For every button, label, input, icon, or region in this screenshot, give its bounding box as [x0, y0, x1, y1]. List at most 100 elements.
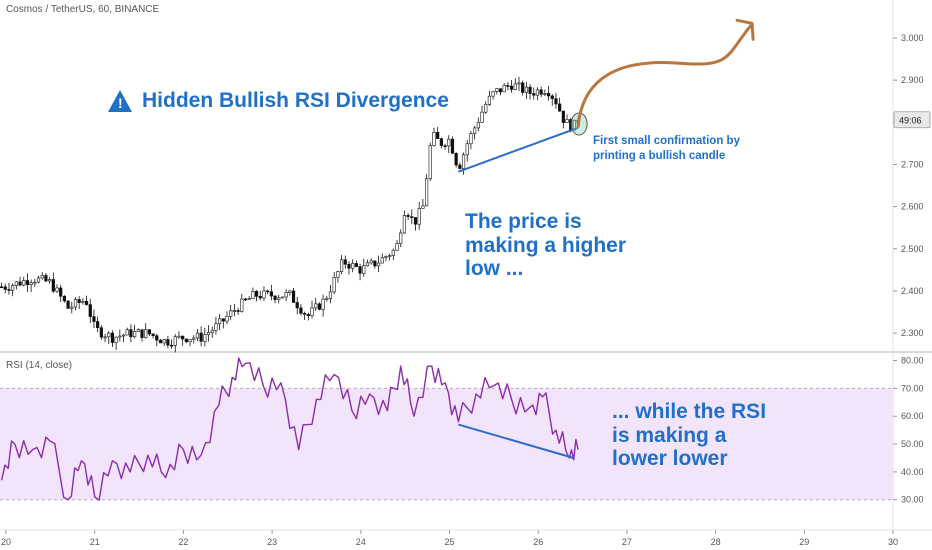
candle-body — [155, 335, 159, 341]
candle-body — [428, 145, 432, 180]
candle-body — [140, 329, 144, 338]
candle-body — [277, 297, 281, 300]
candle-body — [321, 298, 325, 310]
candle-body — [99, 327, 103, 338]
time-tick-label: 30 — [888, 537, 898, 547]
candle-body — [299, 307, 303, 314]
candle-body — [84, 301, 89, 305]
candle-body — [399, 232, 403, 244]
rsi-tick-label: 60.00 — [901, 411, 924, 421]
candle-body — [147, 329, 151, 335]
price-tick-label: 3.000 — [901, 33, 924, 43]
candle-body — [11, 285, 15, 291]
rsi-tick-label: 30.00 — [901, 495, 924, 505]
candle-body — [461, 154, 466, 169]
candle-body — [240, 298, 244, 312]
candle-body — [410, 216, 414, 218]
candle-body — [369, 260, 373, 264]
candle-body — [454, 153, 458, 166]
candle-body — [484, 104, 488, 113]
candle-body — [291, 290, 296, 303]
candle-body — [14, 281, 18, 286]
candle-body — [521, 82, 525, 93]
candle-body — [328, 291, 333, 299]
candle-body — [373, 260, 377, 267]
candle-body — [70, 306, 74, 309]
candle-body — [136, 329, 140, 332]
candle-body — [432, 132, 436, 146]
candle-body — [362, 265, 366, 274]
candle-body — [158, 339, 163, 344]
candle-body — [332, 277, 336, 293]
candle-body — [62, 295, 66, 302]
candle-body — [133, 331, 137, 338]
candle-body — [269, 291, 273, 297]
time-tick-label: 22 — [178, 537, 188, 547]
candle-body — [395, 243, 399, 251]
candle-body — [110, 332, 115, 343]
projection-arrow-head — [735, 18, 755, 41]
rsi-band — [0, 388, 893, 500]
candle-body — [561, 110, 565, 123]
candle-body — [325, 298, 329, 300]
candle-body — [192, 337, 196, 340]
candle-body — [203, 334, 207, 342]
projection-arrow — [576, 23, 753, 129]
time-tick-label: 29 — [799, 537, 809, 547]
rsi-annotation: ... while the RSI is making a lower lowe… — [612, 400, 767, 471]
price-tick-label: 2.900 — [901, 75, 924, 85]
candle-body — [251, 291, 255, 299]
candle-body — [114, 336, 118, 343]
candle-body — [558, 103, 562, 112]
candle-body — [48, 279, 52, 282]
candle-body — [258, 296, 262, 299]
candle-body — [144, 329, 148, 338]
candle-body — [29, 282, 33, 285]
divergence-title: ! Hidden Bullish RSI Divergence — [108, 89, 449, 113]
candle-body — [229, 310, 233, 317]
time-tick-label: 27 — [622, 537, 632, 547]
candle-body — [36, 277, 41, 283]
candle-body — [151, 333, 155, 337]
candle-body — [517, 82, 521, 85]
candle-body — [199, 332, 203, 342]
candle-body — [73, 299, 78, 308]
warning-icon: ! — [108, 90, 132, 112]
candle-body — [388, 255, 392, 257]
candle-body — [421, 205, 425, 209]
candle-body — [351, 263, 355, 269]
candle-body — [354, 263, 358, 267]
candle-body — [495, 88, 499, 92]
candle-body — [181, 335, 185, 340]
candle-body — [92, 316, 96, 322]
candle-body — [436, 132, 440, 139]
candle-body — [59, 287, 63, 297]
candle-body — [358, 266, 362, 274]
candle-body — [447, 138, 451, 147]
price-tick-label: 2.400 — [901, 286, 924, 296]
candle-body — [376, 262, 381, 267]
candle-body — [554, 98, 558, 105]
candle-body — [314, 303, 318, 309]
candle-body — [51, 279, 55, 292]
candle-body — [184, 338, 188, 343]
candle-body — [317, 303, 322, 310]
candle-body — [310, 307, 314, 316]
price-tick-label: 2.600 — [901, 202, 924, 212]
price-higher-low-trendline — [458, 126, 579, 173]
candle-body — [450, 138, 455, 154]
current-price-box — [893, 111, 931, 129]
candle-body — [365, 262, 370, 267]
candle-body — [491, 91, 495, 97]
candle-body — [306, 314, 310, 316]
candle-body — [339, 259, 344, 272]
time-tick-label: 26 — [533, 537, 543, 547]
rsi-tick-label: 50.00 — [901, 439, 924, 449]
candle-body — [443, 145, 447, 148]
price-tick-label: 2.500 — [901, 244, 924, 254]
candle-body — [103, 336, 107, 339]
price-annotation: The price is making a higher low ... — [465, 210, 627, 281]
candle-body — [266, 290, 270, 293]
